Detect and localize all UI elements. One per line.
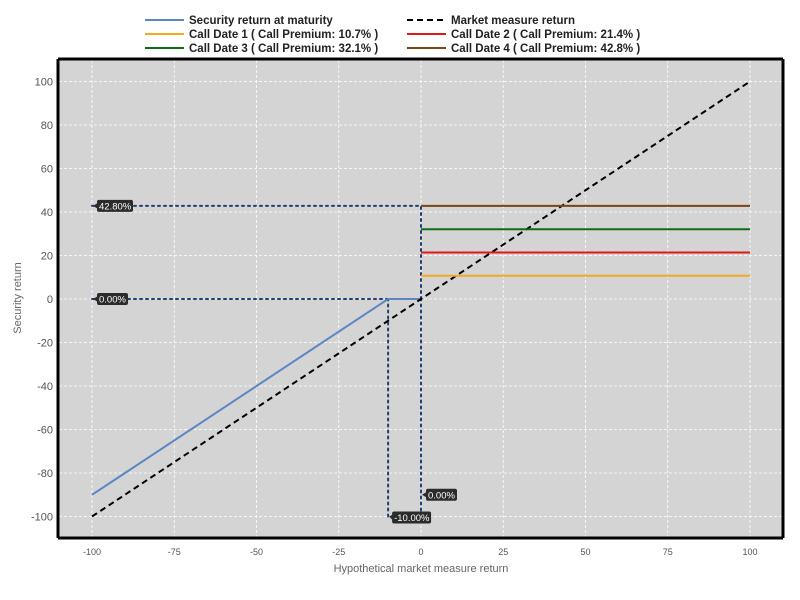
series-line-market-measure-return xyxy=(91,80,751,518)
legend-label: Call Date 4 ( Call Premium: 42.8% ) xyxy=(451,43,640,55)
series-line-security-return-at-maturity xyxy=(91,298,421,496)
x-tick-label: -50 xyxy=(250,547,263,557)
reference-lines xyxy=(91,204,422,518)
annotation-label: 42.80% xyxy=(93,199,133,212)
legend-item-call-date-4-call-premium-42-8: Call Date 4 ( Call Premium: 42.8% ) xyxy=(407,43,640,55)
y-axis-ticks: -100 -80 -60 -40 -20 0 20 40 60 80 100 xyxy=(31,77,53,524)
y-tick-label: -60 xyxy=(37,425,53,437)
legend-label: Security return at maturity xyxy=(189,15,333,27)
annotation-label: 0.00% xyxy=(422,488,457,501)
annotation-text: 0.00% xyxy=(99,295,126,306)
legend-item-market-measure-return: Market measure return xyxy=(407,15,575,27)
legend: Security return at maturity Market measur… xyxy=(145,15,640,55)
annotation-text: 0.00% xyxy=(428,490,455,501)
y-tick-label: 0 xyxy=(47,294,53,306)
series-lines xyxy=(91,80,751,518)
x-tick-label: 75 xyxy=(663,547,673,557)
annotations: 42.80% 0.00% 0.00% -10.00% xyxy=(93,199,457,524)
x-tick-label: 0 xyxy=(418,547,423,557)
y-tick-label: -20 xyxy=(37,338,53,350)
y-axis-title: Security return xyxy=(12,262,24,334)
x-tick-label: -25 xyxy=(332,547,345,557)
legend-item-call-date-2-call-premium-21-4: Call Date 2 ( Call Premium: 21.4% ) xyxy=(407,29,640,41)
y-tick-label: -100 xyxy=(31,512,53,524)
y-tick-label: 60 xyxy=(41,164,53,176)
y-tick-label: -80 xyxy=(37,468,53,480)
y-tick-label: -40 xyxy=(37,381,53,393)
legend-item-security-return-at-maturity: Security return at maturity xyxy=(145,15,333,27)
y-tick-label: 80 xyxy=(41,120,53,132)
y-tick-label: 40 xyxy=(41,207,53,219)
plot-frame xyxy=(56,57,785,540)
legend-label: Call Date 2 ( Call Premium: 21.4% ) xyxy=(451,29,640,41)
x-tick-label: 25 xyxy=(498,547,508,557)
annotation-text: -10.00% xyxy=(394,513,430,524)
annotation-label: -10.00% xyxy=(389,511,432,524)
x-tick-label: -100 xyxy=(83,547,101,557)
x-tick-label: -75 xyxy=(168,547,181,557)
y-tick-label: 20 xyxy=(41,251,53,263)
legend-label: Call Date 3 ( Call Premium: 32.1% ) xyxy=(189,43,378,55)
x-tick-label: 100 xyxy=(742,547,757,557)
legend-label: Call Date 1 ( Call Premium: 10.7% ) xyxy=(189,29,378,41)
x-axis-title: Hypothetical market measure return xyxy=(334,563,509,575)
legend-item-call-date-3-call-premium-32-1: Call Date 3 ( Call Premium: 32.1% ) xyxy=(145,43,378,55)
annotation-text: 42.80% xyxy=(99,201,132,212)
annotation-label: 0.00% xyxy=(93,293,128,306)
x-axis-ticks: -100 -75 -50 -25 0 25 50 75 100 xyxy=(83,547,758,557)
y-tick-label: 100 xyxy=(35,77,53,89)
legend-item-call-date-1-call-premium-10-7: Call Date 1 ( Call Premium: 10.7% ) xyxy=(145,29,378,41)
x-tick-label: 50 xyxy=(580,547,590,557)
legend-label: Market measure return xyxy=(451,15,575,27)
